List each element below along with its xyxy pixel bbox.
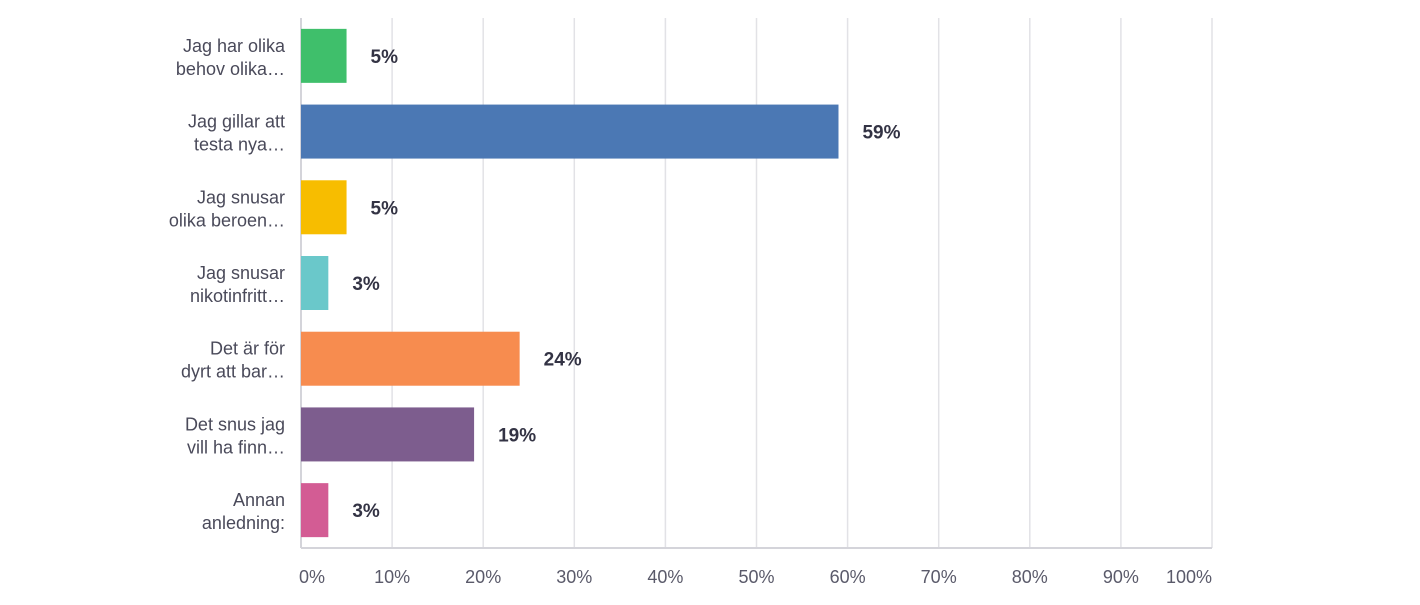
x-tick-label: 0% — [299, 567, 325, 587]
category-label-line: behov olika… — [176, 59, 285, 79]
category-label: Annan anledning: — [202, 490, 285, 533]
category-label: Jag snusar nikotinfritt… — [190, 263, 285, 306]
category-label-line: Det är för — [210, 339, 285, 359]
category-label: Det är för dyrt att bar… — [181, 339, 285, 382]
category-label-line: Det snus jag — [185, 414, 285, 434]
bar-1 — [301, 28, 347, 83]
category-label-line: Jag gillar att — [188, 112, 285, 132]
category-label-line: testa nya… — [194, 135, 285, 155]
grid-layer — [300, 18, 1213, 549]
x-tick-label: 90% — [1103, 567, 1139, 587]
bar-layer — [301, 28, 839, 538]
label-layer: 0% 10% 20% 30% 40% 50% 60% 70% 80% 90% 100% 5% Jag h… — [169, 36, 1212, 587]
value-label: 5% — [371, 198, 399, 219]
value-label: 59% — [862, 123, 900, 144]
category-label-line: dyrt att bar… — [181, 362, 285, 382]
category-label-line: Jag snusar — [197, 263, 285, 283]
category-label-line: Annan — [233, 490, 285, 510]
bar-7 — [301, 483, 329, 538]
bar-2 — [301, 104, 839, 159]
value-label: 5% — [371, 47, 399, 68]
category-label: Jag snusar olika beroen… — [169, 187, 285, 230]
x-tick-label: 100% — [1166, 567, 1212, 587]
category-label: Jag har olika behov olika… — [176, 36, 286, 79]
category-label-line: nikotinfritt… — [190, 286, 285, 306]
category-label-line: vill ha finn… — [187, 437, 285, 457]
value-label: 3% — [352, 501, 380, 522]
value-label: 3% — [352, 274, 380, 295]
x-tick-label: 10% — [374, 567, 410, 587]
x-tick-label: 40% — [647, 567, 683, 587]
category-label-line: Jag har olika — [183, 36, 286, 56]
x-tick-label: 70% — [921, 567, 957, 587]
bar-6 — [301, 407, 475, 462]
value-label: 19% — [498, 425, 536, 446]
category-label: Det snus jag vill ha finn… — [185, 414, 285, 457]
value-label: 24% — [544, 350, 582, 371]
x-tick-label: 20% — [465, 567, 501, 587]
bar-4 — [301, 256, 329, 310]
x-tick-label: 50% — [738, 567, 774, 587]
bar-3 — [301, 180, 347, 235]
x-tick-label: 30% — [556, 567, 592, 587]
category-label-line: Jag snusar — [197, 187, 285, 207]
category-label: Jag gillar att testa nya… — [188, 112, 285, 155]
x-tick-label: 80% — [1012, 567, 1048, 587]
category-label-line: olika beroen… — [169, 210, 285, 230]
category-label-line: anledning: — [202, 513, 285, 533]
bar-5 — [301, 331, 520, 386]
x-tick-label: 60% — [830, 567, 866, 587]
